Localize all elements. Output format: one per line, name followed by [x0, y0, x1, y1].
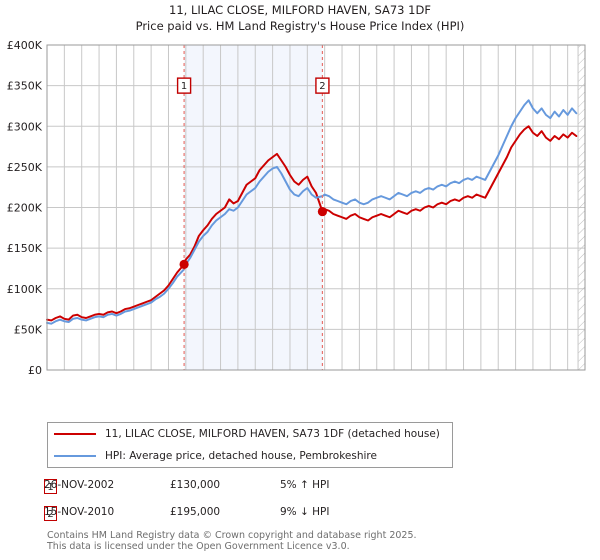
transaction-hpi-1: 5% ↑ HPI: [280, 479, 330, 491]
transaction-badge-2: 2: [44, 505, 57, 521]
y-axis-tick-label: £150K: [7, 242, 43, 255]
y-axis-tick-label: £50K: [14, 323, 43, 336]
y-axis-tick-label: £250K: [7, 161, 43, 174]
footer-line-1: Contains HM Land Registry data © Crown c…: [47, 530, 417, 541]
series-line-hpi: [46, 99, 578, 325]
legend-item-hpi: HPI: Average price, detached house, Pemb…: [48, 445, 452, 467]
annotation-badge-label: 1: [181, 81, 187, 92]
chart-title-line-2: Price paid vs. HM Land Registry's House …: [135, 19, 465, 33]
transaction-row-1: 1: [44, 476, 57, 496]
footer-attribution: Contains HM Land Registry data © Crown c…: [47, 530, 587, 552]
y-axis-tick-label: £350K: [7, 80, 43, 93]
price-chart-svg: £0 £50K £100K £150K £200K £250K £300K £350K £400…: [7, 40, 586, 375]
annotation-badge-label: 2: [319, 81, 325, 92]
y-axis-tick-label: £200K: [7, 202, 43, 215]
y-axis-tick-label: £100K: [7, 283, 43, 296]
transaction-badge-1: 1: [44, 478, 57, 494]
annotation-sale-dot: [179, 259, 189, 269]
transaction-date-2: 15-NOV-2010: [44, 506, 115, 518]
chart-legend: 11, LILAC CLOSE, MILFORD HAVEN, SA73 1DF…: [47, 422, 453, 468]
transaction-price-1: £130,000: [170, 479, 221, 491]
y-axis-tick-label: £400K: [7, 40, 43, 52]
annotation-badge-box: [176, 77, 192, 94]
legend-label-price-paid: 11, LILAC CLOSE, MILFORD HAVEN, SA73 1DF…: [105, 428, 440, 440]
no-data-hatched-band: [577, 44, 586, 371]
chart-title: 11, LILAC CLOSE, MILFORD HAVEN, SA73 1DF…: [0, 2, 600, 34]
y-axis-tick-label: £300K: [7, 120, 43, 133]
legend-swatch-hpi: [54, 455, 96, 457]
legend-item-price-paid: 11, LILAC CLOSE, MILFORD HAVEN, SA73 1DF…: [48, 423, 452, 445]
legend-label-hpi: HPI: Average price, detached house, Pemb…: [105, 450, 377, 462]
price-chart: £0 £50K £100K £150K £200K £250K £300K £350K £400…: [0, 40, 600, 375]
series-line-price-paid: [46, 125, 578, 322]
transaction-price-2: £195,000: [170, 506, 221, 518]
y-axis-tick-label: £0: [28, 364, 42, 375]
transaction-row-2: 2: [44, 503, 57, 523]
plot-frame: [46, 44, 586, 371]
annotation-sale-dot: [317, 206, 328, 217]
transaction-hpi-2: 9% ↓ HPI: [280, 506, 330, 518]
legend-swatch-price-paid: [54, 433, 96, 435]
transaction-date-1: 26-NOV-2002: [44, 479, 115, 491]
annotation-badge-box: [315, 77, 330, 94]
footer-line-2: This data is licensed under the Open Gov…: [47, 541, 350, 552]
chart-title-line-1: 11, LILAC CLOSE, MILFORD HAVEN, SA73 1DF: [169, 3, 431, 17]
